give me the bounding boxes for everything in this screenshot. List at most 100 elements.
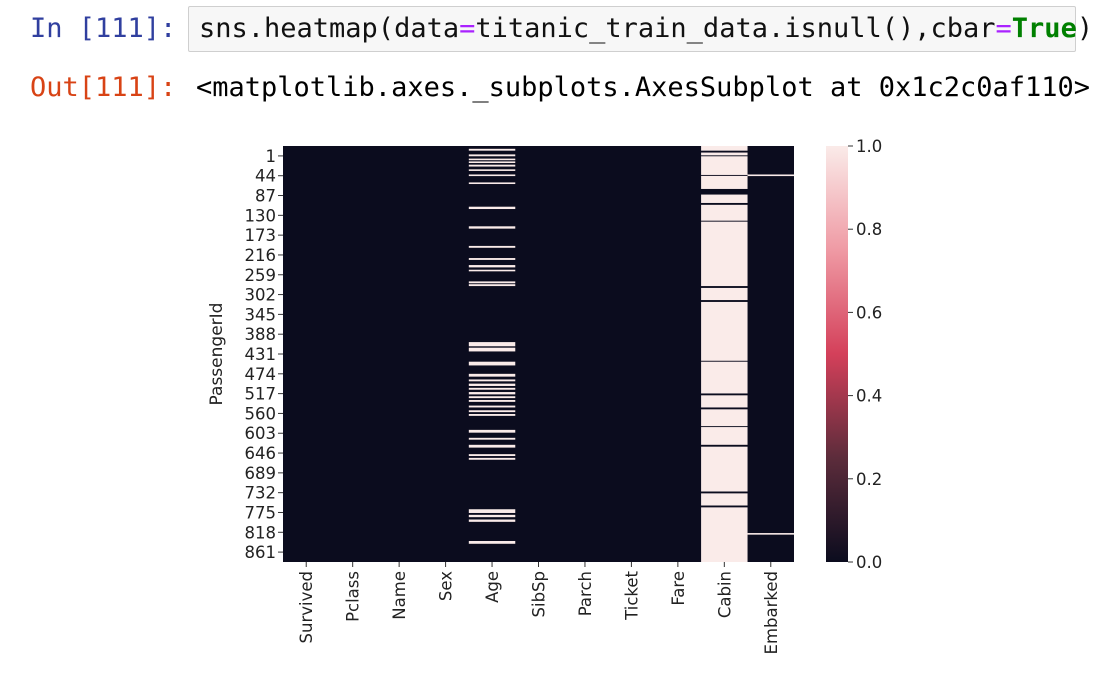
missing-cell-age: [468, 182, 516, 185]
code-cell-input[interactable]: sns.heatmap(data=titanic_train_data.isnu…: [188, 6, 1093, 52]
code-operator: =: [995, 13, 1012, 44]
missing-cell-cabin: [701, 152, 748, 156]
missing-cell-age: [468, 265, 516, 268]
missing-cell-age: [468, 206, 516, 210]
colorbar-ticks: 0.0 0.2 0.4 0.6 0.8 1.0: [848, 137, 882, 572]
missing-cell-cabin: [701, 301, 748, 361]
missing-cell-age: [468, 161, 516, 164]
y-tick-label: 388: [245, 325, 277, 344]
missing-cell-age: [468, 226, 516, 229]
missing-cell-age: [468, 429, 516, 433]
missing-cell-cabin: [701, 507, 748, 562]
missing-cell-age: [468, 405, 516, 408]
y-tick-label: 775: [245, 503, 277, 522]
x-tick-label-embarked: Embarked: [762, 571, 781, 654]
y-tick-label: 431: [245, 345, 277, 364]
y-tick-label: 517: [245, 385, 277, 404]
missing-cell-age: [468, 396, 516, 399]
missing-cell-cabin: [701, 427, 748, 445]
x-tick-label-sibsp: SibSp: [530, 571, 549, 617]
missing-cell-cabin: [701, 146, 748, 151]
y-tick-label: 646: [245, 444, 277, 463]
y-tick-label: 173: [245, 226, 277, 245]
output-text: <matplotlib.axes._subplots.AxesSubplot a…: [196, 72, 1091, 103]
missing-cell-age: [468, 158, 516, 161]
missing-cell-age: [468, 392, 516, 395]
missing-cell-age: [468, 514, 516, 518]
missing-cell-age: [468, 399, 516, 402]
colorbar-tick-label: 0.2: [856, 470, 882, 489]
y-tick-label: 474: [245, 365, 277, 384]
missing-cell-age: [468, 457, 516, 460]
y-tick-label: 216: [245, 246, 277, 265]
missing-cell-age: [468, 519, 516, 522]
missing-cell-age: [468, 410, 516, 413]
x-tick-label-sex: Sex: [437, 571, 456, 601]
missing-cell-cabin: [701, 156, 748, 175]
missing-cell-age: [468, 540, 516, 544]
missing-cell-age: [468, 387, 516, 390]
heatmap-cells: [283, 146, 794, 562]
x-tick-label-name: Name: [390, 571, 409, 620]
code-text: sns.heatmap(data=titanic_train_data.isnu…: [199, 13, 1093, 45]
y-tick-label: 87: [255, 187, 276, 206]
missing-cell-embarked: [747, 533, 794, 535]
missing-cell-age: [468, 347, 516, 352]
output-prompt: Out[111]:: [30, 72, 177, 103]
x-tick-label-parch: Parch: [576, 571, 595, 616]
missing-cell-age: [468, 269, 516, 272]
y-tick-label: 603: [245, 424, 277, 443]
y-tick-label: 345: [245, 305, 277, 324]
missing-cell-cabin: [701, 493, 748, 506]
missing-cell-cabin: [701, 175, 748, 189]
missing-cell-age: [468, 154, 516, 157]
missing-cell-age: [468, 164, 516, 167]
code-call: sns.heatmap(data: [199, 13, 460, 44]
y-tick-label: 689: [245, 464, 277, 483]
x-tick-label-age: Age: [483, 571, 502, 603]
input-prompt: In [111]:: [30, 13, 177, 44]
missing-cell-age: [468, 454, 516, 457]
x-tick-label-fare: Fare: [669, 571, 688, 606]
y-tick-label: 560: [245, 404, 277, 423]
code-operator: =: [459, 13, 476, 44]
code-close: ): [1076, 13, 1094, 44]
missing-cell-cabin: [701, 395, 748, 408]
colorbar-tick-label: 0.0: [856, 553, 882, 572]
colorbar: [826, 146, 848, 562]
missing-cell-age: [468, 379, 516, 382]
colorbar-tick-label: 1.0: [856, 137, 882, 156]
y-tick-labels: 1448713017321625930234538843147451756060…: [245, 147, 283, 562]
missing-cell-cabin: [701, 409, 748, 427]
missing-cell-age: [468, 444, 516, 448]
y-tick-label: 44: [255, 167, 276, 186]
x-tick-label-ticket: Ticket: [622, 570, 641, 620]
y-tick-label: 302: [245, 286, 277, 305]
code-arg: titanic_train_data.isnull(),cbar: [475, 13, 996, 44]
y-tick-label: 1: [266, 147, 277, 166]
missing-cell-embarked: [747, 174, 794, 177]
missing-cell-age: [468, 342, 516, 347]
y-tick-label: 818: [245, 523, 277, 542]
x-tick-label-cabin: Cabin: [715, 571, 734, 618]
missing-cell-age: [468, 414, 516, 416]
missing-cell-age: [468, 509, 516, 513]
missing-cell-age: [468, 148, 516, 151]
colorbar-tick-label: 0.6: [856, 303, 882, 322]
missing-cell-age: [468, 169, 516, 171]
x-tick-labels: Survived Pclass Name Sex Age SibSp Parch Ticket…: [297, 562, 781, 654]
missing-cell-age: [468, 258, 516, 260]
missing-cell-age: [468, 284, 516, 287]
missing-cell-cabin: [701, 287, 748, 301]
x-tick-label-survived: Survived: [297, 571, 316, 643]
missing-cell-cabin: [701, 204, 748, 221]
missing-cell-age: [468, 281, 516, 284]
colorbar-tick-label: 0.8: [856, 220, 882, 239]
missing-cell-cabin: [701, 194, 748, 203]
y-axis-label: PassengerId: [207, 303, 227, 406]
missing-cell-age: [468, 361, 516, 366]
missing-cell-age: [468, 437, 516, 440]
y-tick-label: 130: [245, 206, 277, 225]
y-tick-label: 732: [245, 484, 277, 503]
y-tick-label: 861: [245, 543, 277, 562]
